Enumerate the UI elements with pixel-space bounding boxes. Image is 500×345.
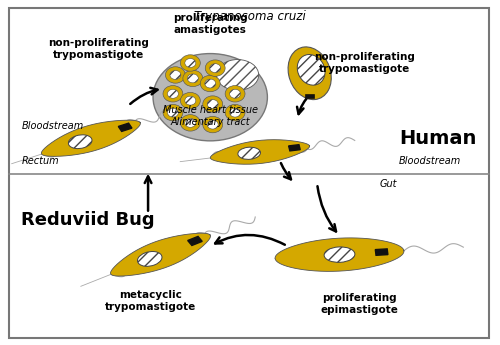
- Ellipse shape: [170, 70, 181, 79]
- Polygon shape: [42, 120, 140, 156]
- Text: Reduviid Bug: Reduviid Bug: [22, 211, 155, 229]
- Ellipse shape: [188, 74, 198, 83]
- Ellipse shape: [324, 247, 355, 262]
- Ellipse shape: [230, 108, 240, 117]
- Ellipse shape: [203, 96, 222, 112]
- Ellipse shape: [205, 79, 216, 88]
- Text: non-proliferating
trypomastigote: non-proliferating trypomastigote: [48, 39, 149, 60]
- FancyBboxPatch shape: [9, 8, 488, 338]
- Ellipse shape: [166, 67, 186, 83]
- Ellipse shape: [185, 118, 196, 127]
- Ellipse shape: [225, 86, 245, 102]
- Bar: [305, 94, 314, 98]
- Polygon shape: [188, 236, 202, 246]
- Polygon shape: [118, 123, 132, 131]
- Ellipse shape: [163, 105, 183, 121]
- Text: Human: Human: [399, 129, 476, 148]
- Ellipse shape: [180, 55, 201, 71]
- Polygon shape: [275, 238, 404, 272]
- Ellipse shape: [216, 60, 258, 90]
- Ellipse shape: [298, 55, 325, 85]
- Text: Trypanosoma cruzi: Trypanosoma cruzi: [194, 10, 306, 23]
- Text: Bloodstream: Bloodstream: [399, 156, 462, 166]
- Polygon shape: [210, 140, 310, 164]
- Ellipse shape: [288, 47, 332, 100]
- Ellipse shape: [183, 70, 203, 87]
- Ellipse shape: [207, 120, 218, 129]
- Text: Bloodstream: Bloodstream: [22, 121, 84, 131]
- Ellipse shape: [185, 96, 196, 105]
- Ellipse shape: [168, 108, 178, 117]
- Ellipse shape: [138, 252, 162, 266]
- Text: proliferating
amastigotes: proliferating amastigotes: [173, 13, 248, 35]
- Text: Muscle heart tissue
Alimentary tract: Muscle heart tissue Alimentary tract: [162, 105, 258, 127]
- Ellipse shape: [203, 116, 222, 133]
- Ellipse shape: [185, 59, 196, 67]
- Ellipse shape: [163, 86, 183, 102]
- Text: Gut: Gut: [380, 179, 397, 189]
- Text: Rectum: Rectum: [22, 156, 59, 166]
- Ellipse shape: [200, 75, 220, 92]
- Ellipse shape: [207, 100, 218, 109]
- Ellipse shape: [238, 147, 260, 159]
- Ellipse shape: [225, 105, 245, 121]
- Polygon shape: [288, 145, 300, 151]
- Ellipse shape: [168, 89, 178, 98]
- Ellipse shape: [68, 135, 92, 149]
- Ellipse shape: [210, 64, 220, 72]
- Ellipse shape: [180, 92, 201, 109]
- Polygon shape: [376, 249, 388, 255]
- Ellipse shape: [180, 115, 201, 131]
- Polygon shape: [110, 233, 210, 276]
- Ellipse shape: [230, 89, 240, 98]
- Text: metacyclic
trypomastigote: metacyclic trypomastigote: [105, 290, 196, 312]
- Ellipse shape: [153, 53, 268, 141]
- Text: non-proliferating
trypomastigote: non-proliferating trypomastigote: [314, 52, 415, 74]
- Text: proliferating
epimastigote: proliferating epimastigote: [320, 294, 398, 315]
- Ellipse shape: [205, 60, 225, 76]
